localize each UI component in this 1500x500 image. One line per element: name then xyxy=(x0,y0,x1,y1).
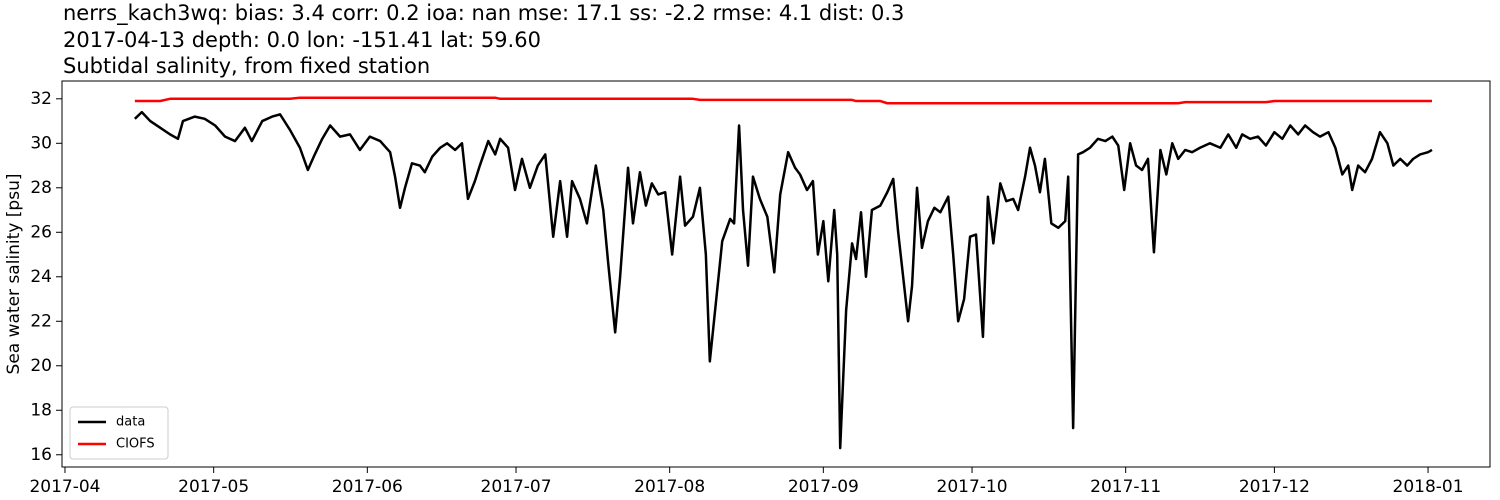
chart-subtitle: Subtidal salinity, from fixed station xyxy=(63,54,430,78)
y-tick-label: 16 xyxy=(30,445,52,465)
chart-title: nerrs_kach3wq: bias: 3.4 corr: 0.2 ioa: … xyxy=(63,1,904,26)
y-tick-label: 22 xyxy=(30,311,52,331)
x-tick-label: 2018-01 xyxy=(1393,477,1464,497)
x-tick-label: 2017-07 xyxy=(481,477,552,497)
y-tick-label: 26 xyxy=(30,222,52,242)
legend-box xyxy=(69,406,169,460)
x-tick-label: 2017-06 xyxy=(332,477,403,497)
x-tick-label: 2017-05 xyxy=(178,477,249,497)
chart-subtitle: 2017-04-13 depth: 0.0 lon: -151.41 lat: … xyxy=(63,28,541,52)
y-tick-label: 24 xyxy=(30,267,52,287)
y-tick-label: 30 xyxy=(30,133,52,153)
y-tick-label: 32 xyxy=(30,89,52,109)
legend-label: data xyxy=(116,415,145,430)
y-tick-label: 28 xyxy=(30,178,52,198)
x-tick-label: 2017-11 xyxy=(1090,477,1161,497)
y-tick-label: 20 xyxy=(30,356,52,376)
x-tick-label: 2017-10 xyxy=(937,477,1008,497)
x-tick-label: 2017-08 xyxy=(634,477,705,497)
plot-frame xyxy=(61,80,1491,468)
y-tick-label: 18 xyxy=(30,400,52,420)
line-series xyxy=(134,96,1433,105)
y-axis-label: Sea water salinity [psu] xyxy=(4,174,24,375)
x-tick-label: 2017-09 xyxy=(788,477,859,497)
x-tick-label: 2017-12 xyxy=(1239,477,1310,497)
legend-label: CIOFS xyxy=(116,437,155,452)
x-tick-label: 2017-04 xyxy=(29,477,100,497)
line-series xyxy=(133,110,1433,450)
